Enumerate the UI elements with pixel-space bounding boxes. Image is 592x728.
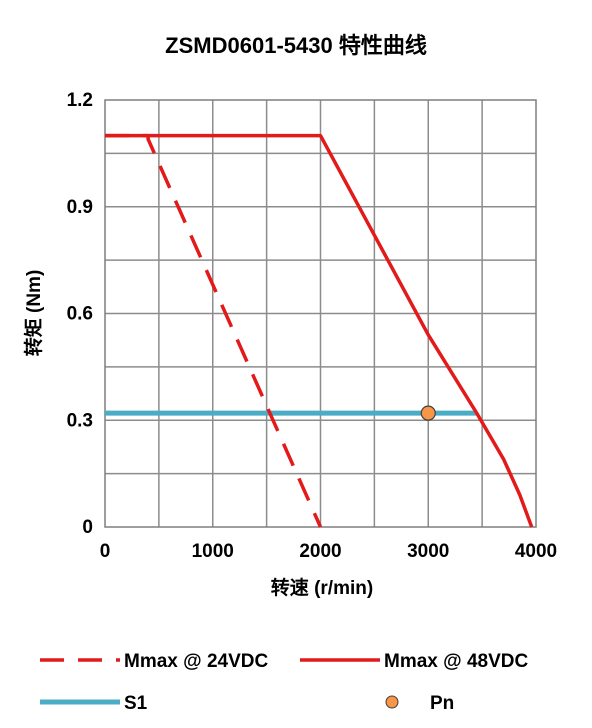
legend: Mmax @ 24VDC Mmax @ 48VDC S1 Pn [40, 651, 528, 714]
legend-label-mmax-48vdc: Mmax @ 48VDC [384, 651, 528, 672]
y-tick-label: 0.9 [67, 197, 93, 218]
legend-label-mmax-24vdc: Mmax @ 24VDC [124, 651, 268, 672]
pn-marker [420, 405, 436, 421]
x-tick-label: 2000 [299, 541, 341, 562]
y-tick-label: 0.3 [67, 410, 93, 431]
x-tick-labels: 0 1000 2000 3000 4000 [100, 541, 557, 562]
x-tick-label: 3000 [407, 541, 449, 562]
x-tick-label: 0 [100, 541, 111, 562]
legend-swatch-pn [385, 695, 399, 709]
y-tick-label: 0.6 [67, 304, 93, 325]
x-tick-label: 4000 [515, 541, 557, 562]
y-tick-labels: 0 0.3 0.6 0.9 1.2 [67, 90, 93, 538]
y-axis-label: 转矩 (Nm) [22, 270, 45, 357]
series-line-mmax-48vdc [105, 133, 534, 528]
y-tick-label: 0 [82, 517, 93, 538]
x-tick-label: 1000 [192, 541, 234, 562]
legend-label-pn: Pn [430, 693, 454, 714]
legend-label-s1: S1 [124, 693, 148, 714]
series-layer [105, 133, 534, 528]
x-axis-label: 转速 (r/min) [271, 576, 373, 599]
grid [105, 100, 536, 527]
chart-title: ZSMD0601-5430 特性曲线 [165, 33, 427, 58]
y-tick-label: 1.2 [67, 90, 93, 111]
